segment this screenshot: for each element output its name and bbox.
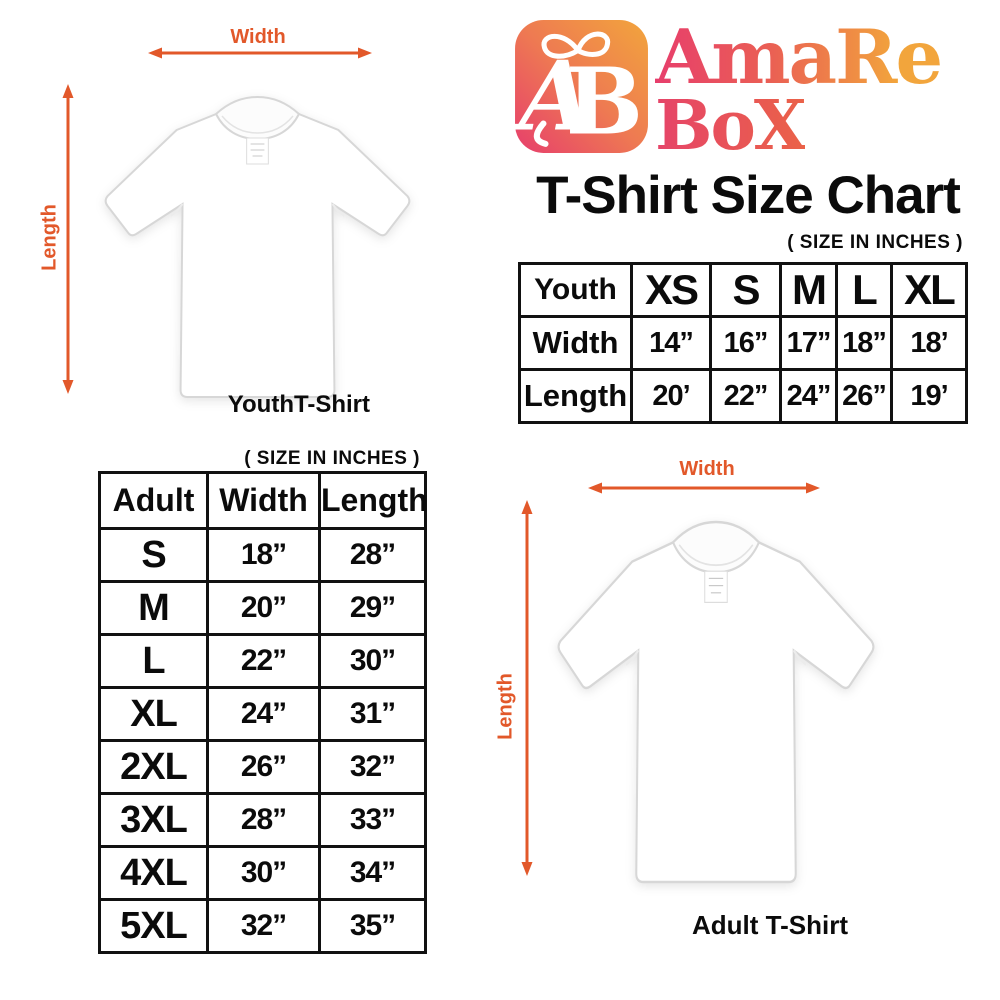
adult-table-cell-2-0: M <box>98 580 209 636</box>
adult-table-cell-8-0: 5XL <box>98 898 209 954</box>
youth-table-cell-1-0: Width <box>518 315 633 371</box>
youth-figure-caption: YouthT-Shirt <box>227 391 370 418</box>
youth-table-row-0: Youth XS S M L XL <box>518 262 968 318</box>
youth-table-cell-0-5: XL <box>890 262 968 318</box>
adult-table-cell-1-0: S <box>98 527 209 583</box>
youth-table-cell-2-1: 20’ <box>630 368 712 424</box>
adult-table-cell-6-2: 33” <box>318 792 427 848</box>
adult-table-cell-6-0: 3XL <box>98 792 209 848</box>
adult-table-cell-1-1: 18” <box>206 527 321 583</box>
adult-table-cell-8-2: 35” <box>318 898 427 954</box>
adult-table-cell-4-2: 31” <box>318 686 427 742</box>
youth-table-cell-2-2: 22” <box>709 368 782 424</box>
adult-size-table: Adult Width Length S 18” 28” M 20” 29” L 22” 30” XL 2… <box>98 471 428 954</box>
youth-table-row-2: Length 20’ 22” 24” 26” 19’ <box>518 368 968 424</box>
youth-width-label: Width <box>230 26 286 48</box>
adult-table-cell-5-0: 2XL <box>98 739 209 795</box>
adult-table-cell-1-2: 28” <box>318 527 427 583</box>
youth-table-cell-2-5: 19’ <box>890 368 968 424</box>
youth-size-note: ( SIZE IN INCHES ) <box>787 232 963 253</box>
adult-table-cell-0-2: Length <box>318 471 428 530</box>
adult-table-cell-5-1: 26” <box>206 739 321 795</box>
svg-text:B: B <box>566 48 643 155</box>
adult-table-row-4: XL 24” 31” <box>98 686 427 742</box>
adult-table-cell-0-0: Adult <box>98 471 209 530</box>
adult-table-row-2: M 20” 29” <box>98 580 427 636</box>
adult-table-row-1: S 18” 28” <box>98 527 427 583</box>
adult-table-row-7: 4XL 30” 34” <box>98 845 427 901</box>
adult-table-cell-7-1: 30” <box>206 845 321 901</box>
adult-figure-caption: Adult T-Shirt <box>692 910 848 940</box>
adult-table-cell-3-0: L <box>98 633 209 689</box>
adult-table-row-3: L 22” 30” <box>98 633 427 689</box>
adult-table-cell-8-1: 32” <box>206 898 321 954</box>
adult-table-cell-5-2: 32” <box>318 739 427 795</box>
page-title: T-Shirt Size Chart <box>536 166 961 225</box>
youth-table-cell-1-5: 18’ <box>890 315 968 371</box>
adult-table-cell-7-0: 4XL <box>98 845 209 901</box>
youth-table-cell-0-3: M <box>779 262 838 318</box>
youth-length-arrow <box>62 84 74 394</box>
youth-table-cell-2-4: 26” <box>835 368 893 424</box>
youth-table-cell-0-2: S <box>709 262 782 318</box>
youth-table-cell-0-1: XS <box>630 262 712 318</box>
adult-table-row-0: Adult Width Length <box>98 471 428 530</box>
youth-table-cell-1-3: 17” <box>779 315 838 371</box>
youth-length-label: Length <box>38 204 61 271</box>
gift-box-ab-monogram-icon: A B <box>513 20 648 155</box>
adult-table-cell-7-2: 34” <box>318 845 427 901</box>
youth-table-cell-0-4: L <box>835 262 893 318</box>
svg-text:A: A <box>513 41 593 153</box>
adult-table-cell-2-1: 20” <box>206 580 321 636</box>
youth-width-arrow <box>148 47 372 59</box>
youth-table-cell-2-0: Length <box>518 368 633 424</box>
adult-width-arrow <box>588 482 820 494</box>
youth-table-cell-1-2: 16” <box>709 315 782 371</box>
adult-table-cell-3-2: 30” <box>318 633 427 689</box>
youth-tshirt-image <box>104 95 411 398</box>
adult-table-cell-0-1: Width <box>206 471 321 530</box>
adult-table-cell-6-1: 28” <box>206 792 321 848</box>
youth-table-cell-1-4: 18” <box>835 315 893 371</box>
adult-table-row-5: 2XL 26” 32” <box>98 739 427 795</box>
adult-table-cell-4-1: 24” <box>206 686 321 742</box>
adult-length-label: Length <box>494 673 517 740</box>
adult-table-row-8: 5XL 32” 35” <box>98 898 427 954</box>
adult-length-arrow <box>521 500 533 876</box>
adult-table-row-6: 3XL 28” 33” <box>98 792 427 848</box>
adult-table-cell-2-2: 29” <box>318 580 427 636</box>
youth-table-cell-2-3: 24” <box>779 368 838 424</box>
youth-size-table: Youth XS S M L XL Width 14” 16” 17” 18” 18’ Length 20… <box>518 262 968 424</box>
brand-logo: A B AmaRe BoX <box>513 13 983 166</box>
adult-tshirt-image <box>557 520 875 884</box>
adult-table-cell-4-0: XL <box>98 686 209 742</box>
adult-table-cell-3-1: 22” <box>206 633 321 689</box>
youth-table-cell-0-0: Youth <box>518 262 633 318</box>
brand-wordmark-line2: BoX <box>655 86 807 166</box>
adult-size-note: ( SIZE IN INCHES ) <box>244 448 420 469</box>
youth-table-row-1: Width 14” 16” 17” 18” 18’ <box>518 315 968 371</box>
youth-table-cell-1-1: 14” <box>630 315 712 371</box>
adult-width-label: Width <box>679 458 735 480</box>
brand-wordmark-line1: AmaRe <box>655 13 943 101</box>
